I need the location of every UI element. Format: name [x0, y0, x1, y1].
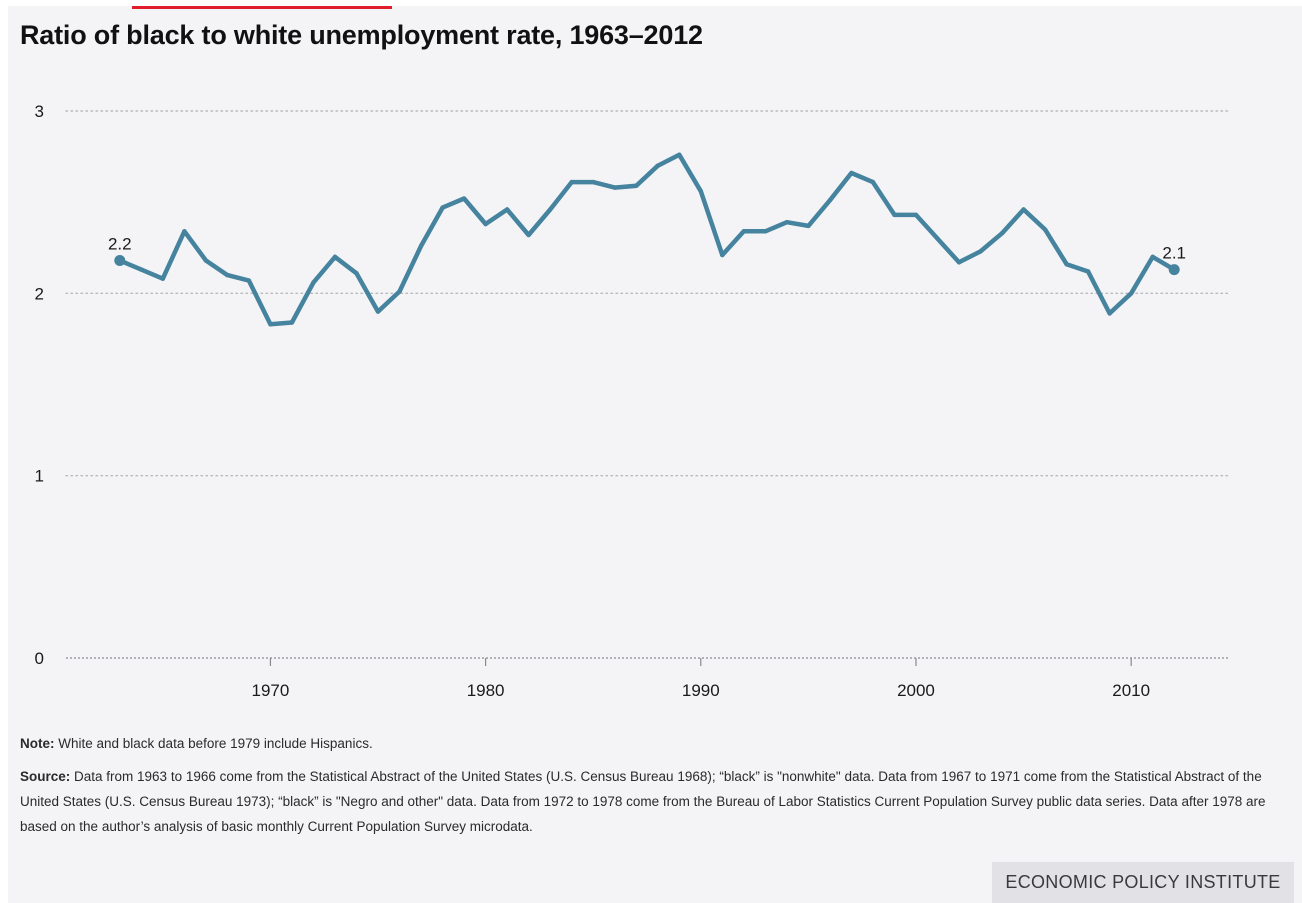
data-point [203, 258, 209, 263]
data-point [311, 280, 316, 285]
data-point [332, 254, 338, 260]
data-point [225, 272, 230, 278]
series-line [117, 152, 1177, 327]
data-point [763, 229, 768, 234]
data-point [461, 196, 467, 201]
data-point [418, 243, 424, 249]
data-point [849, 170, 854, 176]
accent-bar [132, 6, 392, 9]
gridlines [65, 110, 1229, 477]
series [117, 152, 1177, 327]
data-label: 2.2 [108, 235, 132, 254]
data-point [1064, 261, 1069, 267]
data-point [246, 278, 252, 283]
chart-source: Source: Data from 1963 to 1966 come from… [20, 764, 1288, 839]
data-point [526, 232, 531, 238]
x-tick-label: 1980 [467, 681, 505, 700]
data-point [504, 207, 510, 212]
data-point [913, 212, 919, 218]
data-point [612, 185, 617, 190]
data-point [569, 179, 574, 185]
chart-panel [8, 6, 1302, 903]
data-point [892, 212, 897, 218]
data-label: 2.1 [1162, 244, 1186, 263]
data-point [354, 271, 359, 276]
publisher-logo: ECONOMIC POLICY INSTITUTE [992, 862, 1294, 903]
data-point [139, 267, 144, 272]
axes: 0 1 2 3 1970 1980 1990 2000 2010 [35, 102, 1228, 700]
data-point [289, 320, 295, 325]
source-lead: Source: [20, 769, 71, 784]
data-point [1150, 254, 1155, 260]
data-point [483, 221, 488, 227]
data-point [1107, 311, 1112, 316]
data-point [591, 179, 596, 185]
x-tick-label: 2000 [897, 681, 935, 700]
data-point [1021, 207, 1026, 212]
endpoint-marker [1168, 264, 1180, 276]
data-point [1042, 227, 1048, 232]
data-point [547, 207, 553, 212]
source-text: Data from 1963 to 1966 come from the Sta… [20, 769, 1266, 834]
y-tick-label: 0 [35, 649, 44, 668]
y-tick-label: 2 [35, 284, 44, 303]
x-tick-label: 1990 [682, 681, 720, 700]
data-point [1128, 291, 1134, 296]
data-point [698, 189, 703, 194]
x-tick-label: 2010 [1112, 681, 1150, 700]
data-point [182, 229, 187, 234]
data-point [440, 205, 445, 210]
data-point [956, 260, 962, 265]
chart-note: Note: White and black data before 1979 i… [20, 733, 1285, 754]
data-labels: 2.2 2.1 [108, 235, 1186, 276]
y-tick-label: 1 [35, 467, 44, 486]
data-point [935, 236, 940, 241]
data-point [634, 183, 639, 188]
data-point [999, 230, 1005, 236]
note-text: White and black data before 1979 include… [54, 736, 373, 751]
y-tick-label: 3 [35, 102, 44, 121]
data-point [978, 249, 983, 254]
endpoint-marker [114, 255, 126, 267]
data-point [806, 223, 811, 229]
data-point [827, 198, 833, 203]
data-point [160, 276, 166, 281]
data-point [720, 252, 725, 258]
x-tick-label: 1970 [252, 681, 290, 700]
data-point [1085, 269, 1091, 274]
data-point [870, 179, 876, 185]
data-point [655, 163, 660, 168]
data-point [268, 322, 273, 327]
data-point [741, 229, 747, 234]
line-chart: 0 1 2 3 1970 1980 1990 2000 2010 2.2 2.1 [35, 102, 1229, 700]
data-point [375, 309, 381, 314]
data-point [397, 289, 402, 294]
chart-title: Ratio of black to white unemployment rat… [20, 20, 703, 50]
note-lead: Note: [20, 736, 55, 751]
data-point [677, 152, 682, 157]
data-point [784, 220, 790, 225]
